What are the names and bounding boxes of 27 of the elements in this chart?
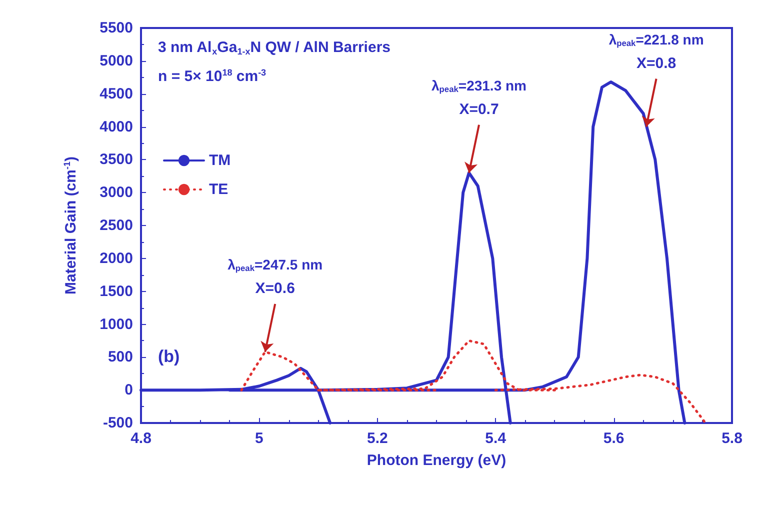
y-axis-title: Material Gain (cm-1)	[62, 156, 80, 295]
annotation: X=0.8	[636, 54, 676, 72]
annotation: X=0.7	[459, 100, 499, 118]
annotation: X=0.6	[255, 280, 295, 297]
x-tick-label: 5	[255, 430, 264, 447]
y-tick-label: 5000	[100, 52, 133, 70]
y-tick-label: 1000	[100, 316, 133, 333]
y-tick-label: 3000	[100, 184, 133, 202]
x-tick-label: 4.8	[130, 430, 152, 447]
x-axis-title: Photon Energy (eV)	[366, 452, 506, 469]
legend-label: TM	[209, 152, 231, 169]
y-tick-label: 500	[108, 348, 133, 366]
y-tick-label: 2000	[100, 250, 133, 267]
y-tick-label: 3500	[100, 151, 133, 168]
legend-label: TE	[209, 181, 228, 198]
y-tick-label: 4000	[100, 118, 133, 136]
y-tick-label: 1500	[100, 282, 133, 300]
x-tick-label: 5.4	[485, 430, 507, 447]
y-tick-label: 4500	[100, 85, 133, 102]
x-tick-label: 5.8	[722, 430, 742, 447]
y-tick-label: -500	[102, 414, 133, 432]
y-tick-label: 2500	[100, 217, 133, 234]
y-tick-label: 0	[124, 382, 133, 399]
x-tick-label: 5.2	[366, 430, 388, 447]
x-tick-label: 5.6	[603, 430, 624, 447]
annotation: (b)	[158, 347, 180, 366]
y-tick-label: 5500	[100, 20, 133, 36]
